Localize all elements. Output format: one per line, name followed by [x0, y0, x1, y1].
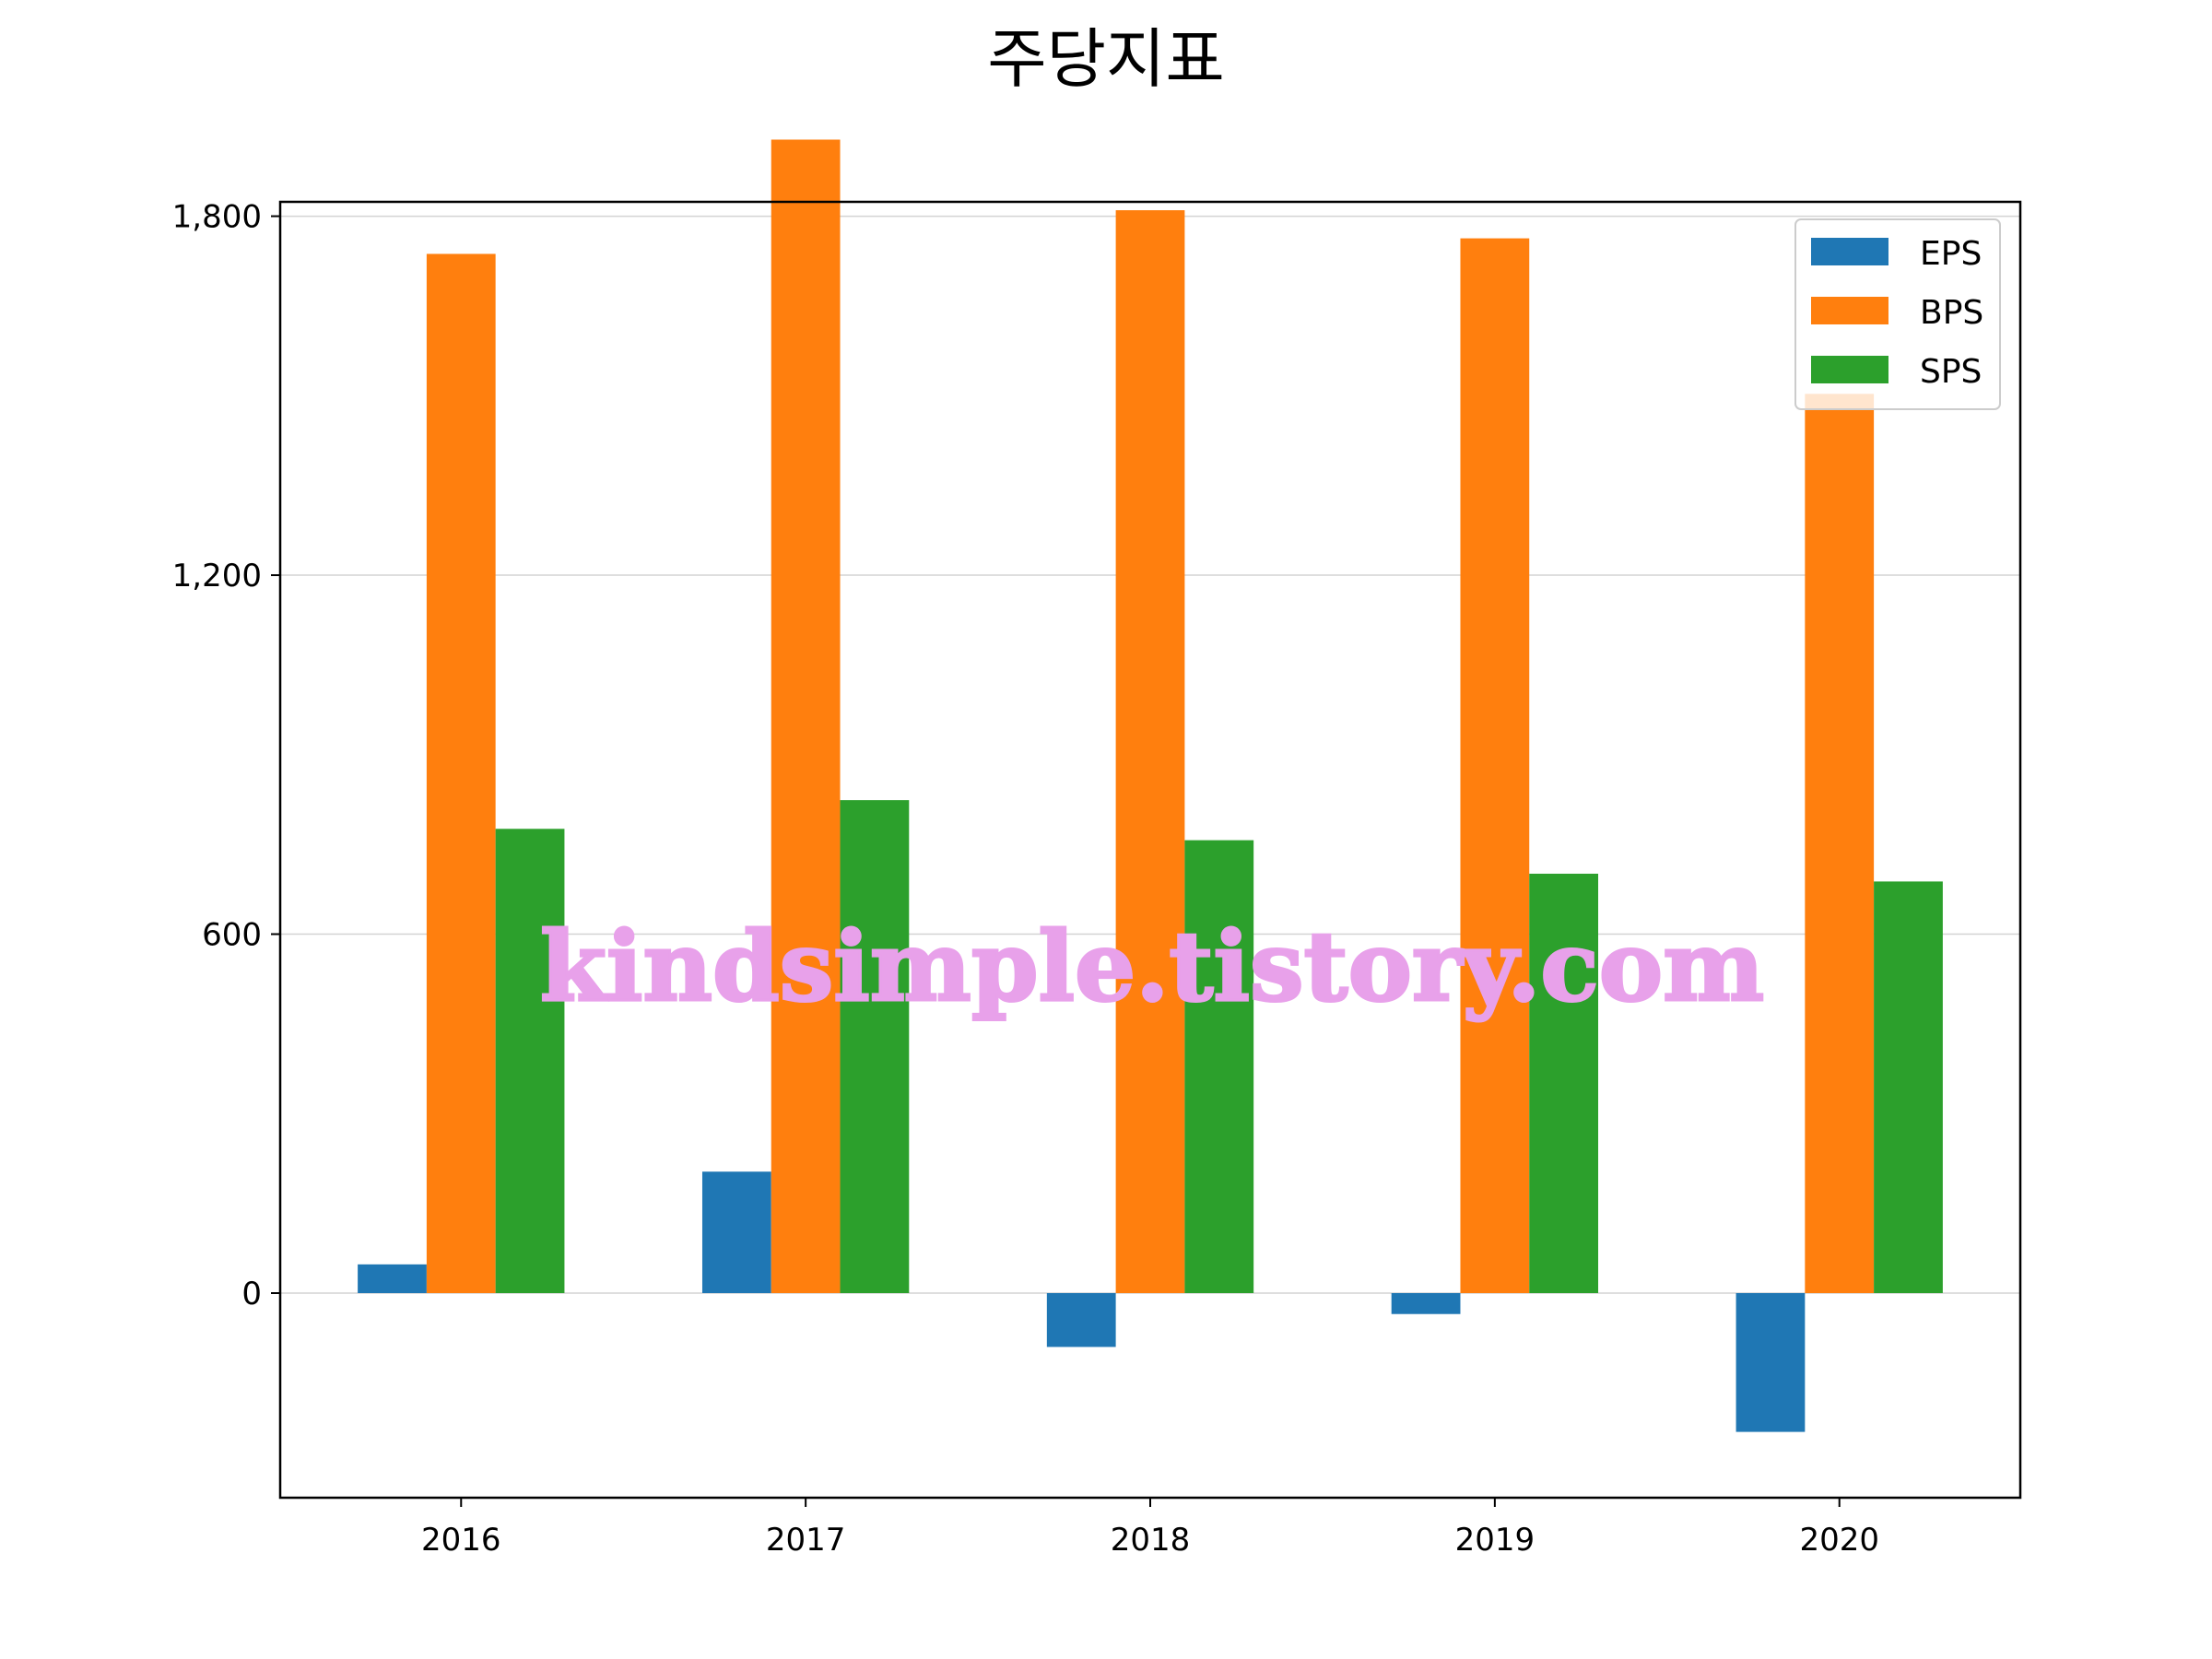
bar-sps-2020 — [1874, 881, 1943, 1293]
x-tick-label-2018: 2018 — [1111, 1522, 1191, 1559]
legend-label-bps: BPS — [1920, 294, 1983, 332]
bars — [358, 139, 1943, 1432]
x-tick-label-2020: 2020 — [1799, 1522, 1879, 1559]
bar-bps-2019 — [1460, 238, 1530, 1294]
legend-label-eps: EPS — [1920, 235, 1982, 273]
bar-eps-2018 — [1046, 1293, 1116, 1347]
y-tick-label-3: 1,800 — [172, 199, 262, 236]
chart-title: 주당지표 — [987, 21, 1225, 97]
bar-eps-2017 — [701, 1171, 771, 1293]
legend-swatch-eps — [1811, 238, 1888, 265]
bar-eps-2016 — [358, 1264, 427, 1293]
x-tick-label-2016: 2016 — [421, 1522, 501, 1559]
legend: EPS BPS SPS — [1794, 218, 2001, 410]
bar-sps-2017 — [840, 800, 910, 1293]
bar-bps-2017 — [771, 139, 841, 1294]
bar-sps-2019 — [1529, 873, 1599, 1293]
bar-eps-2019 — [1391, 1293, 1461, 1314]
legend-label-sps: SPS — [1920, 353, 1982, 391]
bar-bps-2020 — [1805, 394, 1875, 1293]
y-axis: 0 600 1,200 1,800 — [172, 199, 280, 1312]
bar-bps-2016 — [426, 253, 496, 1294]
legend-swatch-bps — [1811, 297, 1888, 324]
x-axis: 2016 2017 2018 2019 2020 — [421, 1498, 1879, 1559]
x-tick-label-2017: 2017 — [766, 1522, 846, 1559]
watermark-text: kindsimple.tistory.com — [540, 910, 1764, 1023]
y-tick-label-2: 1,200 — [172, 558, 262, 594]
legend-swatch-sps — [1811, 356, 1888, 383]
y-tick-label-1: 600 — [202, 917, 262, 954]
bar-sps-2018 — [1184, 840, 1254, 1293]
bar-sps-2016 — [495, 829, 565, 1293]
bar-eps-2020 — [1735, 1293, 1806, 1432]
y-tick-label-0: 0 — [241, 1276, 262, 1312]
bar-bps-2018 — [1115, 210, 1185, 1293]
x-tick-label-2019: 2019 — [1455, 1522, 1535, 1559]
